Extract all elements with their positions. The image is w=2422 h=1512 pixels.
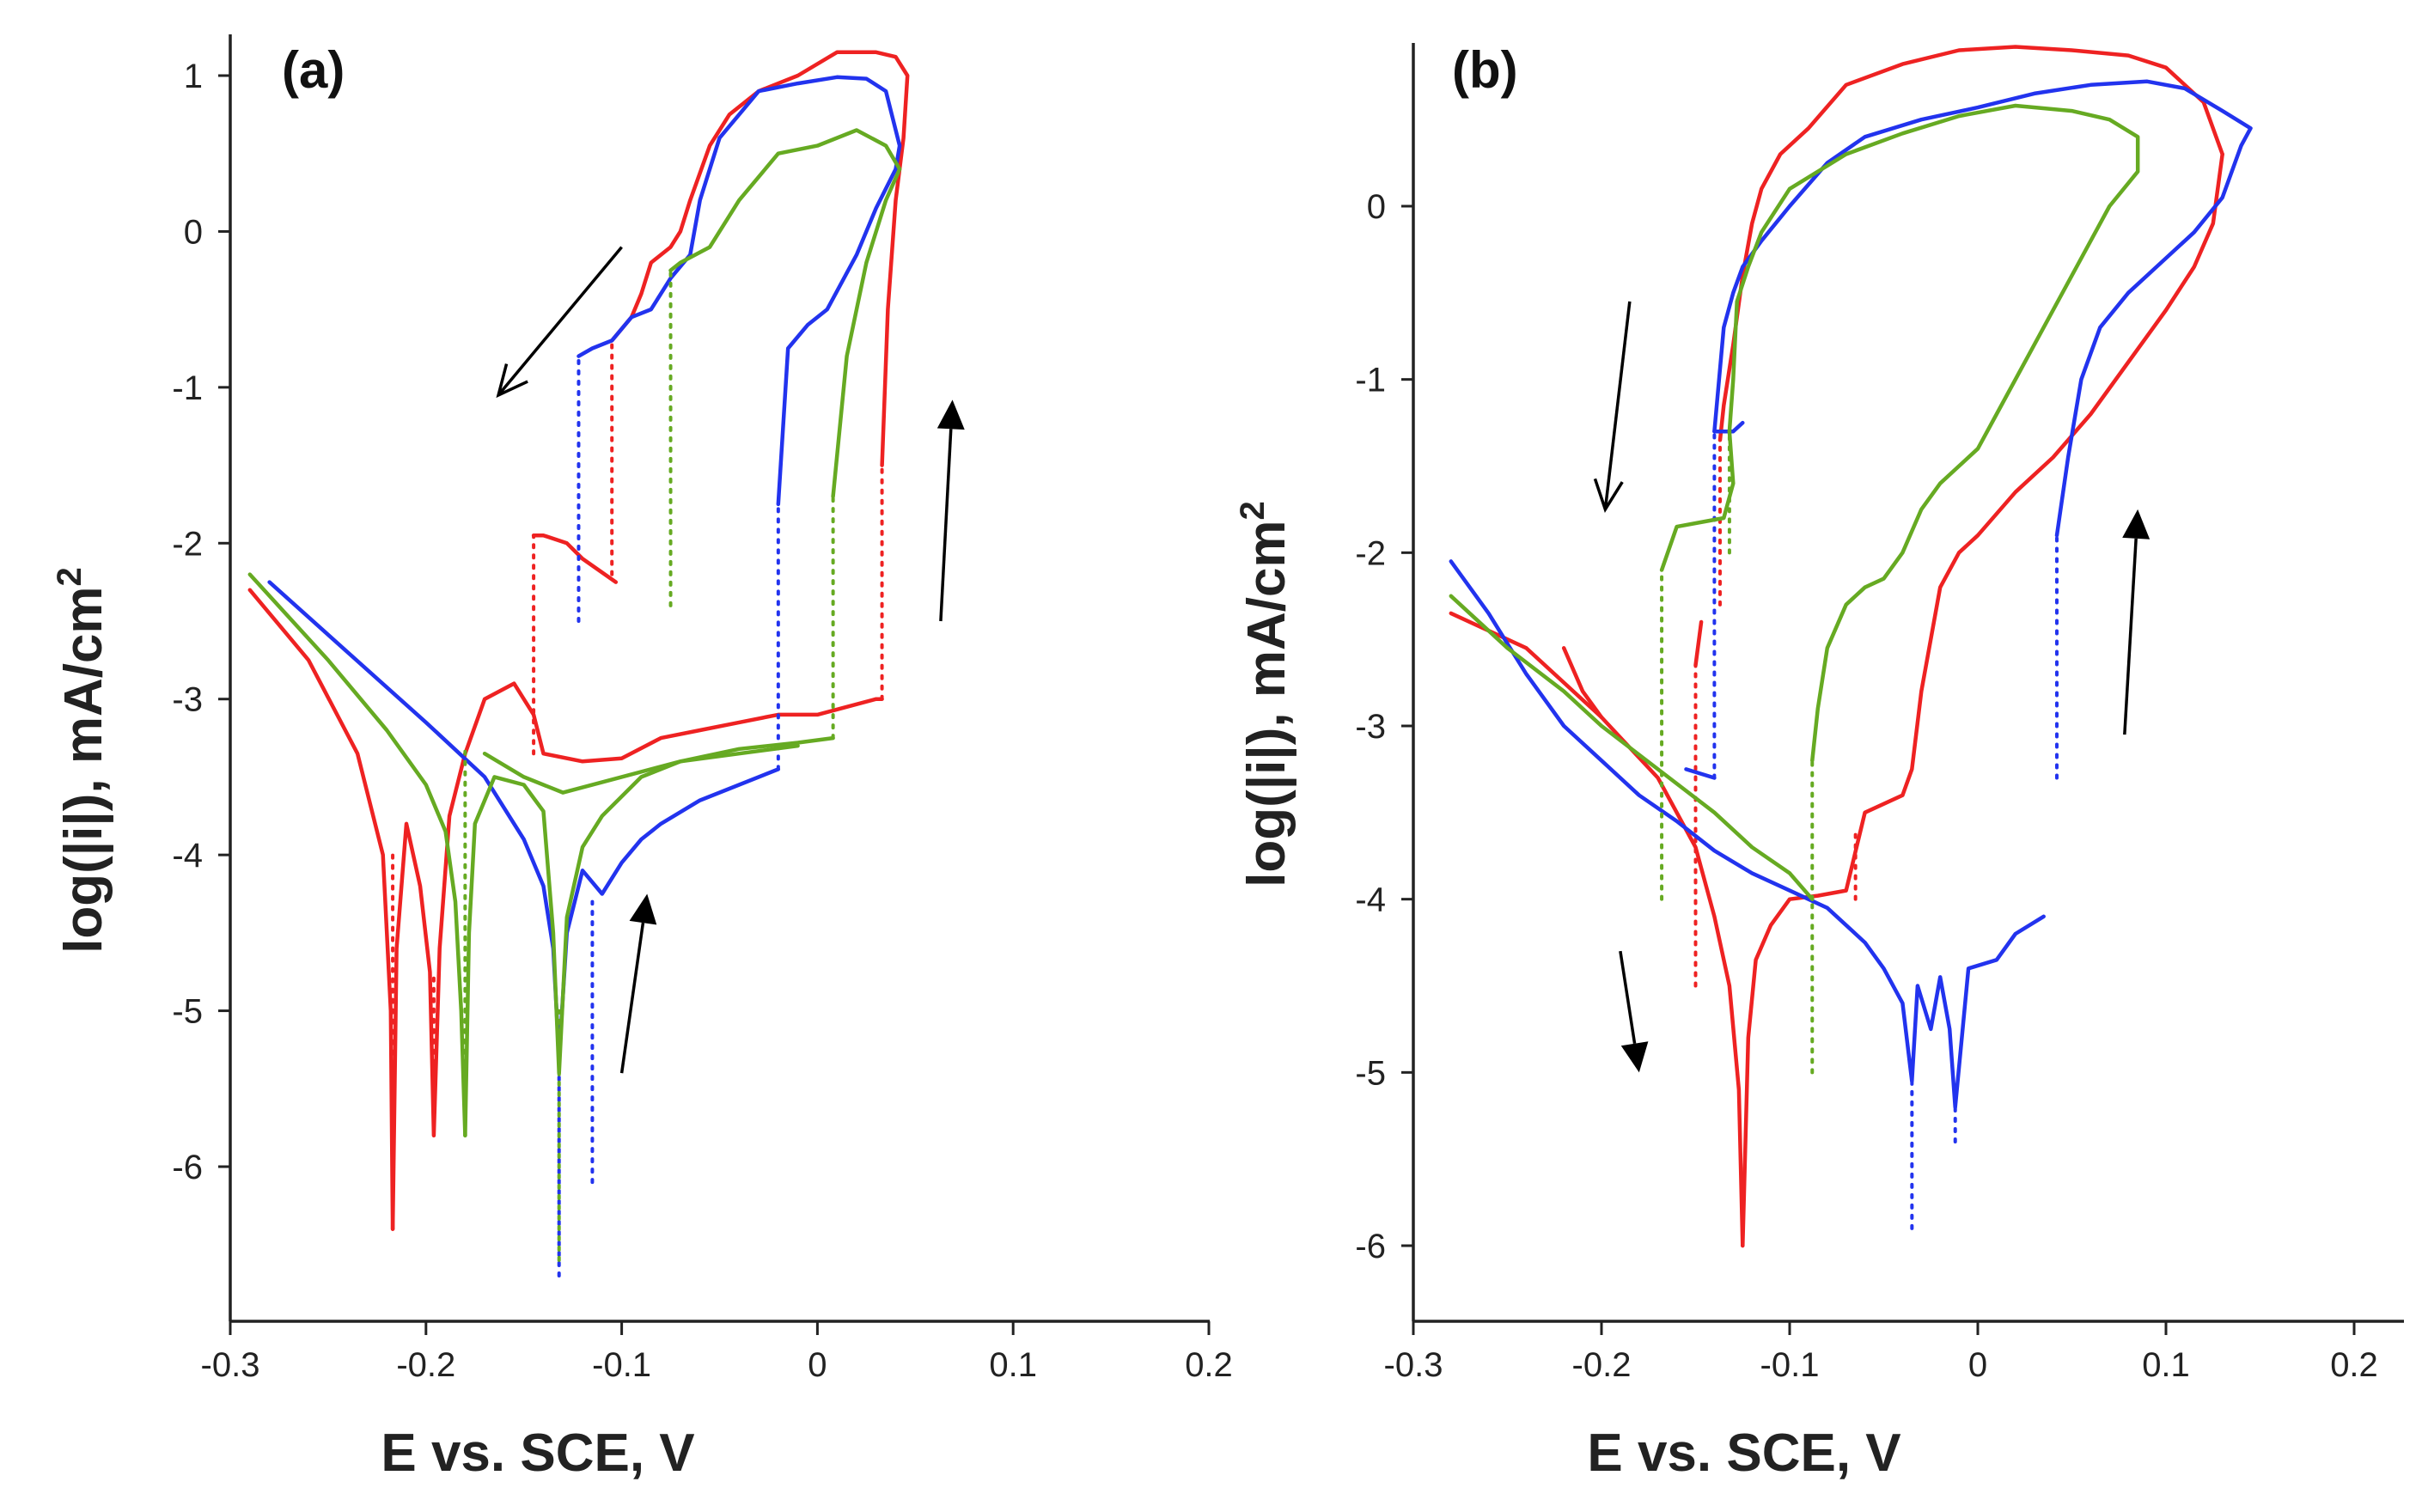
panel-a-y-tick-label: -4 xyxy=(172,837,203,875)
panel-b-y-tick-label: -4 xyxy=(1355,881,1386,919)
panel-b-series-red-segment xyxy=(1561,646,1604,720)
panel-a: -0.3 -0.2 -0.1 0 0.1 0.2 1 0 -1 -2 -3 -4 -5 -6 (a) E … xyxy=(51,34,1233,1483)
panel-a-arrow-shaft xyxy=(619,922,645,1074)
panel-b-x-tick-label: 0.1 xyxy=(2142,1346,2190,1384)
panel-b-y-tick-label: 0 xyxy=(1367,188,1386,226)
panel-a-arrow-head xyxy=(496,363,528,399)
panel-b-x-tick-label: 0 xyxy=(1968,1346,1987,1384)
panel-a-y-axis-title-superscript: 2 xyxy=(51,567,88,586)
panel-b-x-tick-label: -0.2 xyxy=(1572,1346,1632,1384)
panel-b-series-red xyxy=(1449,45,2224,1248)
panel-b-series-red-segment xyxy=(1741,152,2224,1248)
panel-b-series-green-segment xyxy=(1449,594,1815,901)
panel-b-arrow-shaft xyxy=(1619,950,1637,1045)
panel-a-y-tick-label: -5 xyxy=(172,993,203,1031)
panel-b: -0.3 -0.2 -0.1 0 0.1 0.2 0 -1 -2 -3 -4 -5 -6 (b) E v… xyxy=(1234,41,2404,1483)
panel-a-series-red-segment xyxy=(390,681,884,1231)
panel-b-series-blue-segment xyxy=(1449,559,2046,1109)
panel-a-arrow-shaft xyxy=(497,246,623,397)
panel-a-series-blue-segment xyxy=(267,580,561,1060)
panel-a-series-blue xyxy=(267,75,902,1277)
panel-a-x-tick-label: -0.1 xyxy=(592,1346,651,1384)
panel-b-arrow-shaft xyxy=(2123,538,2138,735)
panel-a-series-red-segment xyxy=(247,588,395,1231)
panel-b-arrow-head xyxy=(2122,509,2151,540)
panel-b-series-red-segment xyxy=(1693,619,1704,668)
panel-a-x-axis-title: E vs. SCE, V xyxy=(381,1424,694,1483)
panel-b-series-red-segment xyxy=(1717,45,2224,442)
panel-a-series-red-segment xyxy=(531,533,619,584)
panel-b-y-axis-title-superscript: 2 xyxy=(1234,501,1272,520)
panel-a-arrow-head xyxy=(936,399,965,430)
panel-a-x-tick-label: -0.2 xyxy=(396,1346,455,1384)
panel-b-y-axis-title: log(|i|), mA/cm2 xyxy=(1234,501,1297,887)
panel-a-arrow-head xyxy=(629,893,657,925)
panel-b-direction-arrow xyxy=(1593,301,1632,513)
panel-a-series-green-segment xyxy=(463,735,835,1137)
panel-a-label: (a) xyxy=(282,41,345,99)
panel-a-arrow-shaft xyxy=(939,429,953,622)
panel-a-series-red-segment xyxy=(609,50,910,467)
panel-a-plot-area: -0.3 -0.2 -0.1 0 0.1 0.2 1 0 -1 -2 -3 -4 -5 -6 xyxy=(172,34,1233,1384)
panel-b-series-green-segment xyxy=(1659,429,1736,572)
panel-a-series-green-segment xyxy=(482,743,800,795)
panel-b-y-tick-label: -2 xyxy=(1355,534,1386,572)
panel-a-series-green xyxy=(247,128,902,1262)
panel-b-series-green-segment xyxy=(1727,103,2140,763)
panel-a-y-tick-label: 0 xyxy=(184,213,203,251)
panel-b-arrow-shaft xyxy=(1603,301,1632,510)
panel-b-series-blue-segment xyxy=(1712,420,1745,434)
panel-b-arrow-head xyxy=(1620,1041,1649,1073)
panel-b-series-blue-segment xyxy=(1712,79,2253,538)
panel-b-x-tick-label: 0.2 xyxy=(2330,1346,2378,1384)
panel-b-label: (b) xyxy=(1452,41,1518,99)
panel-a-y-tick-label: -6 xyxy=(172,1149,203,1186)
panel-a-series-green-segment xyxy=(668,128,902,499)
panel-a-y-tick-label: -2 xyxy=(172,525,203,563)
panel-b-series-red-segment xyxy=(1449,611,1745,1248)
panel-a-x-tick-label: 0.2 xyxy=(1185,1346,1233,1384)
panel-b-x-tick-label: -0.3 xyxy=(1384,1346,1443,1384)
panel-a-series-red xyxy=(247,50,910,1231)
panel-b-x-tick-label: -0.1 xyxy=(1760,1346,1820,1384)
panel-b-y-tick-label: -3 xyxy=(1355,708,1386,746)
panel-a-direction-arrow xyxy=(496,246,623,399)
panel-a-y-tick-label: -3 xyxy=(172,681,203,719)
panel-b-y-tick-label: -6 xyxy=(1355,1228,1386,1265)
panel-a-direction-arrow xyxy=(936,399,965,622)
panel-a-direction-arrow xyxy=(619,893,657,1074)
panel-a-y-axis-title: log(|i|), mA/cm2 xyxy=(51,567,114,954)
panel-b-y-axis-title-base: log(|i|), mA/cm xyxy=(1237,520,1297,887)
panel-b-x-axis-title: E vs. SCE, V xyxy=(1587,1424,1900,1483)
panel-b-series-blue-segment xyxy=(1684,767,1717,780)
panel-b-series-green xyxy=(1449,103,2140,1075)
panel-a-x-tick-label: 0.1 xyxy=(989,1346,1037,1384)
panel-b-plot-area: -0.3 -0.2 -0.1 0 0.1 0.2 0 -1 -2 -3 -4 -5 -6 xyxy=(1355,43,2404,1384)
panel-b-y-tick-label: -1 xyxy=(1355,362,1386,399)
panel-a-x-tick-label: -0.3 xyxy=(201,1346,260,1384)
panel-a-y-axis-title-base: log(|i|), mA/cm xyxy=(54,586,114,953)
panel-a-x-tick-label: 0 xyxy=(808,1346,827,1384)
panel-a-y-tick-label: -1 xyxy=(172,369,203,407)
panel-b-direction-arrow xyxy=(1619,950,1649,1073)
panel-b-series-blue xyxy=(1449,79,2253,1230)
panel-a-series-green-segment xyxy=(247,572,467,1137)
panel-a-series-blue-segment xyxy=(557,767,781,1060)
panel-b-direction-arrow xyxy=(2122,509,2151,735)
panel-b-arrow-head xyxy=(1593,478,1624,513)
panel-a-series-blue-segment xyxy=(577,75,902,507)
panel-a-y-tick-label: 1 xyxy=(184,58,203,95)
panel-b-y-tick-label: -5 xyxy=(1355,1054,1386,1092)
